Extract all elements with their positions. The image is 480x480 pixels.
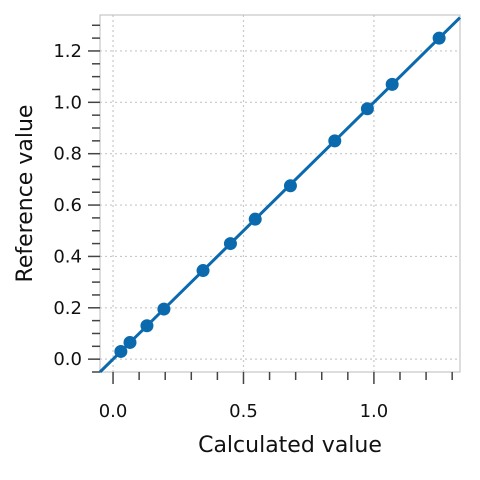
x-tick-label: 0.5 xyxy=(229,401,258,422)
x-axis-title: Calculated value xyxy=(198,433,382,458)
y-tick-label: 0.6 xyxy=(53,195,82,216)
x-tick-label: 0.0 xyxy=(99,401,128,422)
data-point xyxy=(432,31,446,45)
data-point xyxy=(385,77,399,91)
y-tick-label: 0.4 xyxy=(53,246,82,267)
y-tick-label: 0.0 xyxy=(53,349,82,370)
data-point xyxy=(223,237,237,251)
y-tick-label: 0.8 xyxy=(53,144,82,165)
x-tick-label: 1.0 xyxy=(360,401,389,422)
data-point xyxy=(283,179,297,193)
y-tick-label: 1.2 xyxy=(53,41,82,62)
data-point xyxy=(248,212,262,226)
tick-labels: 0.0 0.2 0.4 0.6 0.8 1.0 1.2 0.0 0.5 1.0 xyxy=(53,41,388,422)
axes xyxy=(88,24,453,384)
data-point xyxy=(114,344,128,358)
data-points xyxy=(114,31,446,358)
data-point xyxy=(157,302,171,316)
data-point xyxy=(196,264,210,278)
identity-line-layer xyxy=(98,16,462,374)
data-point xyxy=(328,134,342,148)
identity-line xyxy=(98,16,462,374)
data-point xyxy=(123,335,137,349)
plot-frame xyxy=(99,14,461,373)
data-point xyxy=(140,319,154,333)
y-tick-label: 0.2 xyxy=(53,298,82,319)
y-tick-label: 1.0 xyxy=(53,92,82,113)
y-axis-title: Reference value xyxy=(13,105,38,283)
data-point xyxy=(360,102,374,116)
